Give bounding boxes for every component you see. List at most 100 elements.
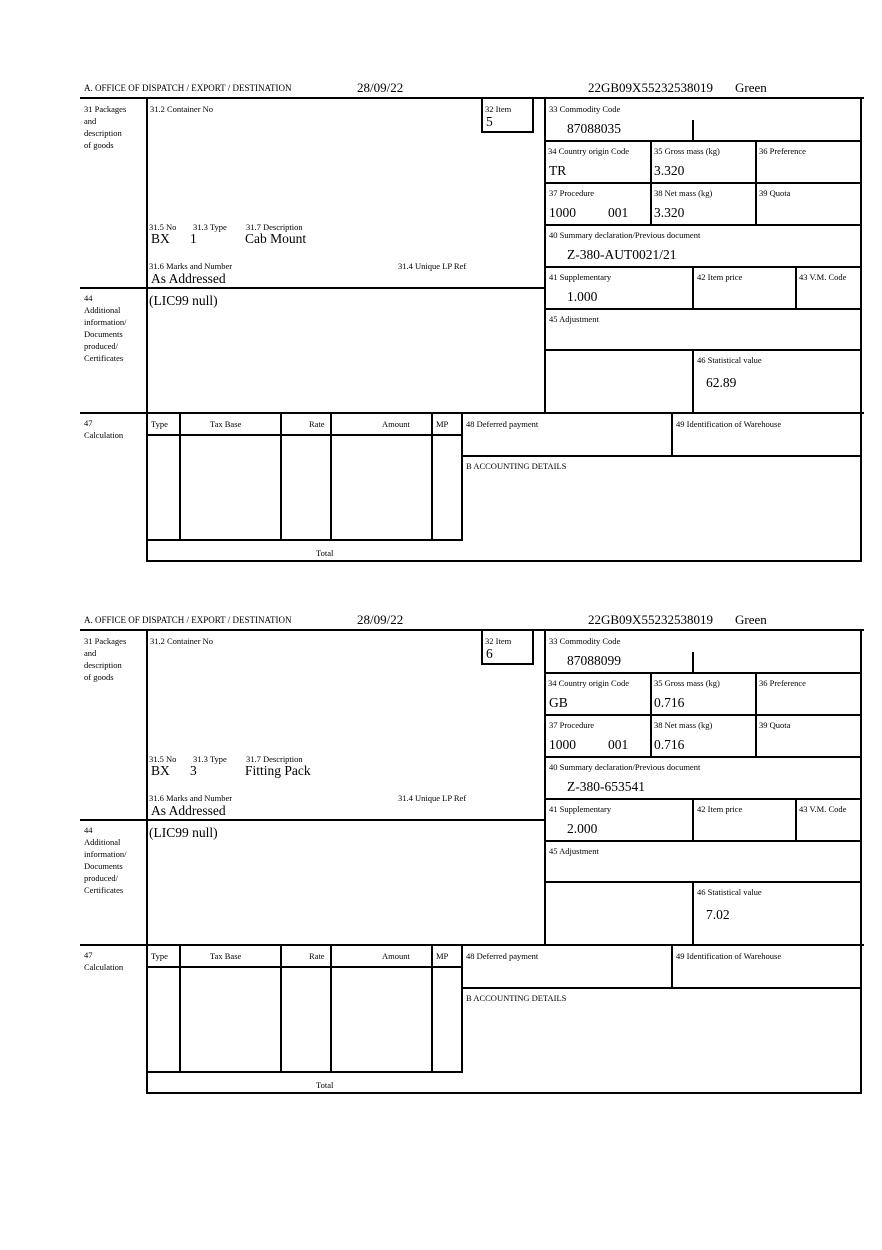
vm-code-label: 43 V.M. Code [799, 272, 847, 282]
divider [795, 266, 797, 309]
declaration-form-2: A. OFFICE OF DISPATCH / EXPORT / DESTINA… [0, 612, 882, 1112]
deferred-payment-label: 48 Deferred payment [466, 951, 539, 961]
calculation-label: 47 Calculation [84, 950, 124, 972]
total-label: Total [316, 548, 334, 558]
route-colour: Green [735, 612, 767, 627]
gross-mass-value: 0.716 [654, 695, 685, 710]
pkg-count: 1 [190, 231, 197, 246]
declaration-date: 28/09/22 [357, 612, 404, 627]
pkg-type-label: 31.3 Type [193, 222, 227, 232]
gross-mass-value: 3.320 [654, 163, 685, 178]
procedure-label: 37 Procedure [549, 720, 595, 730]
supplementary-value: 2.000 [567, 821, 598, 836]
declaration-date: 28/09/22 [357, 80, 404, 95]
pkg-count: 3 [190, 763, 197, 778]
statistical-value-label: 46 Statistical value [697, 355, 762, 365]
calc-type-header: Type [151, 951, 168, 961]
divider [650, 140, 652, 225]
item-label: 32 Item [485, 636, 512, 646]
summary-decl-value: Z-380-AUT0021/21 [567, 247, 677, 262]
pkg-type-label: 31.3 Type [193, 754, 227, 764]
divider [692, 349, 694, 413]
pkg-kind: BX [151, 763, 170, 778]
divider [431, 412, 433, 541]
amount-header: Amount [382, 951, 410, 961]
declaration-reference: 22GB09X55232538019 [588, 612, 713, 627]
divider [795, 798, 797, 841]
procedure-value: 1000 [549, 737, 576, 752]
divider [146, 966, 463, 968]
goods-description: Cab Mount [245, 231, 307, 246]
container-no-label: 31.2 Container No [150, 636, 214, 646]
divider [860, 629, 862, 1094]
divider [755, 140, 757, 225]
item-price-label: 42 Item price [697, 272, 743, 282]
description-label: 31.7 Description [246, 222, 303, 232]
country-origin-label: 34 Country origin Code [548, 678, 629, 688]
statistical-value: 7.02 [706, 907, 730, 922]
divider [692, 652, 694, 673]
divider [544, 224, 862, 226]
divider [671, 412, 673, 456]
additional-info-label: 44 Additional information/ Documents pro… [84, 825, 127, 895]
item-label: 32 Item [485, 104, 512, 114]
divider [330, 944, 332, 1073]
total-label: Total [316, 1080, 334, 1090]
gross-mass-label: 35 Gross mass (kg) [654, 146, 720, 156]
container-no-label: 31.2 Container No [150, 104, 214, 114]
item-number: 6 [486, 646, 493, 661]
supplementary-label: 41 Supplementary [549, 272, 612, 282]
divider [650, 672, 652, 757]
supplementary-label: 41 Supplementary [549, 804, 612, 814]
divider [692, 266, 694, 309]
divider [532, 97, 534, 132]
goods-description: Fitting Pack [245, 763, 311, 778]
item-price-label: 42 Item price [697, 804, 743, 814]
divider [544, 756, 862, 758]
divider [544, 140, 862, 142]
divider [532, 629, 534, 664]
commodity-code-label: 33 Commodity Code [549, 636, 621, 646]
divider [692, 120, 694, 141]
divider [692, 349, 862, 351]
deferred-payment-label: 48 Deferred payment [466, 419, 539, 429]
net-mass-label: 38 Net mass (kg) [654, 720, 713, 730]
accounting-details-label: B ACCOUNTING DETAILS [466, 461, 567, 471]
summary-decl-value: Z-380-653541 [567, 779, 645, 794]
declaration-reference: 22GB09X55232538019 [588, 80, 713, 95]
summary-decl-label: 40 Summary declaration/Previous document [549, 230, 701, 240]
pkg-kind: BX [151, 231, 170, 246]
dotted-divider [546, 349, 692, 351]
commodity-code-value: 87088035 [567, 121, 621, 136]
divider [280, 944, 282, 1073]
rate-header: Rate [309, 951, 325, 961]
calculation-label: 47 Calculation [84, 418, 124, 440]
warehouse-label: 49 Identification of Warehouse [676, 951, 782, 961]
marks-label: 31.6 Marks and Number [149, 261, 233, 271]
route-colour: Green [735, 80, 767, 95]
office-heading: A. OFFICE OF DISPATCH / EXPORT / DESTINA… [84, 615, 292, 625]
divider [431, 944, 433, 1073]
supplementary-value: 1.000 [567, 289, 598, 304]
adjustment-label: 45 Adjustment [549, 314, 599, 324]
divider [146, 629, 148, 1094]
divider [755, 672, 757, 757]
dotted-divider [544, 351, 546, 413]
adjustment-label: 45 Adjustment [549, 846, 599, 856]
tax-base-header: Tax Base [210, 951, 242, 961]
divider [544, 840, 862, 842]
commodity-code-label: 33 Commodity Code [549, 104, 621, 114]
divider [692, 881, 694, 945]
divider [461, 987, 862, 989]
marks-value: As Addressed [151, 271, 226, 286]
procedure-additional: 001 [608, 737, 629, 752]
vm-code-label: 43 V.M. Code [799, 804, 847, 814]
divider [544, 714, 862, 716]
divider [692, 881, 862, 883]
divider [481, 131, 534, 133]
divider [146, 1071, 463, 1073]
divider [280, 412, 282, 541]
gross-mass-label: 35 Gross mass (kg) [654, 678, 720, 688]
preference-label: 36 Preference [759, 146, 806, 156]
divider [544, 308, 862, 310]
